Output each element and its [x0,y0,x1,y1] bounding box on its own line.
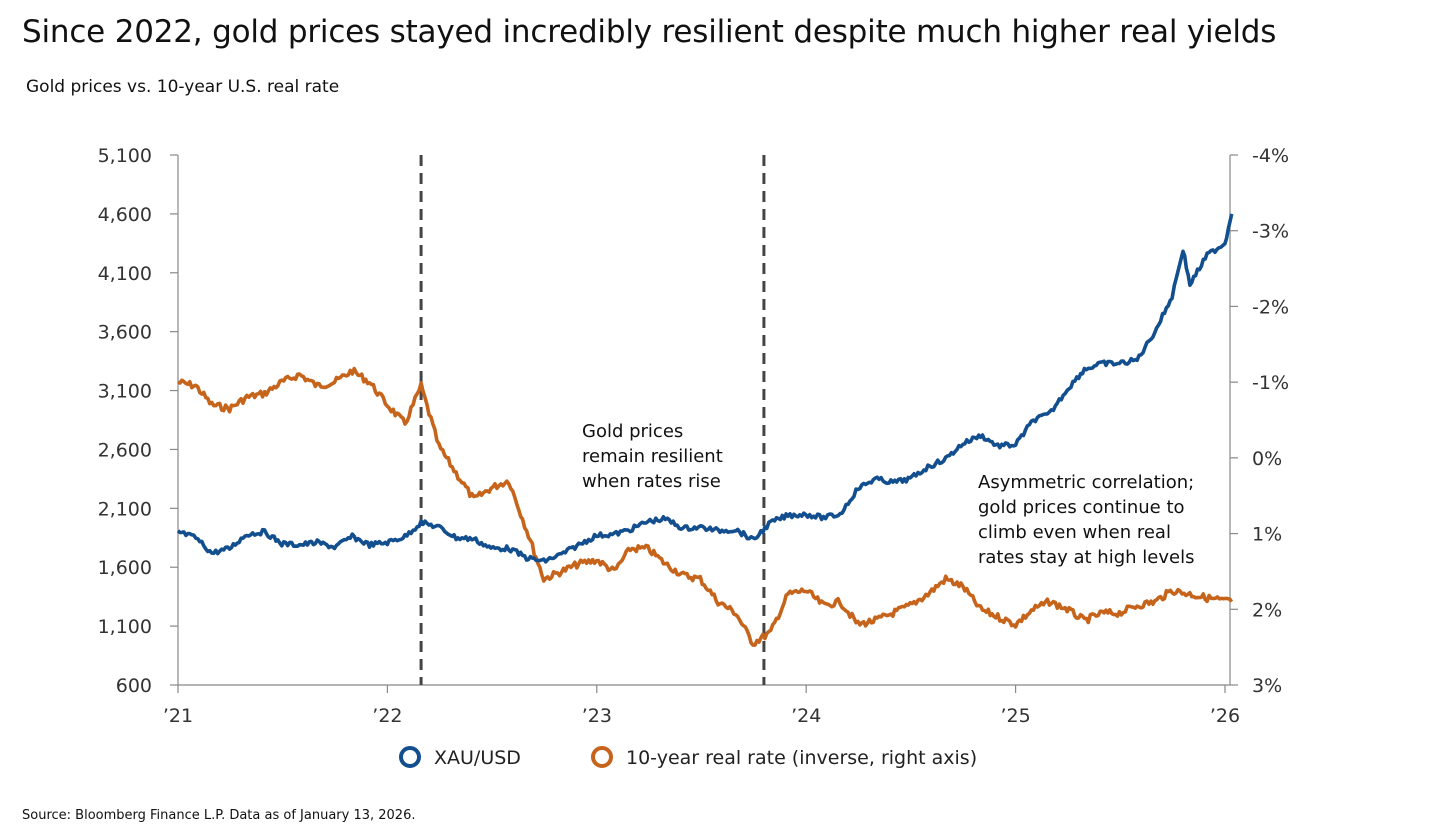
legend: XAU/USD 10-year real rate (inverse, right… [399,746,977,769]
series-line-gold [176,213,1234,564]
vertical-markers [419,155,766,685]
source-note: Source: Bloomberg Finance L.P. Data as o… [22,808,416,823]
legend-label: XAU/USD [434,747,521,769]
y-right-tick-label: -2% [1252,296,1289,318]
y-left-tick-label: 1,100 [98,616,152,638]
y-left-tick-label: 3,100 [98,381,152,403]
x-tick-label: ’24 [791,705,821,727]
x-tick-label: ’21 [163,705,193,727]
legend-marker [591,746,613,768]
y-left-tick-label: 4,100 [98,263,152,285]
chart-title: Since 2022, gold prices stayed incredibl… [22,14,1277,50]
y-right-tick-label: 2% [1252,599,1282,621]
series-lines [176,213,1234,647]
x-tick-label: ’22 [372,705,402,727]
annotation-line: when rates rise [582,471,721,492]
y-right-tick-label: -4% [1252,145,1289,167]
y-left-tick-label: 600 [116,675,152,697]
y-left-tick-label: 4,600 [98,204,152,226]
annotation-line: rates stay at high levels [978,547,1194,568]
y-right-tick-label: 3% [1252,675,1282,697]
annotation-text: Gold prices remain resilient when rates ri… [582,421,723,492]
chart-subtitle: Gold prices vs. 10-year U.S. real rate [26,77,340,97]
annotation-line: remain resilient [582,446,723,467]
annotation-line: Gold prices [582,421,683,442]
annotations: Gold prices remain resilient when rates ri… [582,421,1194,568]
y-left-tick-label: 2,600 [98,439,152,461]
x-tick-label: ’26 [1210,705,1240,727]
y-left-tick-label: 5,100 [98,145,152,167]
chart-canvas: 5,100 4,600 4,100 3,600 3,100 2,600 2,100 1,600… [98,145,1289,769]
y-right-tick-label: -1% [1252,372,1289,394]
y-right-tick-label: 1% [1252,524,1282,546]
annotation-line: Asymmetric correlation; [978,472,1194,493]
axes: 5,100 4,600 4,100 3,600 3,100 2,600 2,100 1,600… [98,145,1289,727]
annotation-line: gold prices continue to [978,497,1185,518]
y-right-tick-label: -3% [1252,221,1289,243]
y-left-tick-label: 3,600 [98,322,152,344]
annotation-text: Asymmetric correlation; gold prices conti… [978,472,1194,568]
x-tick-label: ’23 [582,705,612,727]
x-tick-label: ’25 [1000,705,1030,727]
y-left-tick-label: 2,100 [98,498,152,520]
y-right-tick-label: 0% [1252,448,1282,470]
annotation-line: climb even when real [978,522,1171,543]
y-left-tick-label: 1,600 [98,557,152,579]
legend-marker [399,746,421,768]
series-line-real-rate [177,366,1234,647]
legend-label: 10-year real rate (inverse, right axis) [626,747,977,769]
